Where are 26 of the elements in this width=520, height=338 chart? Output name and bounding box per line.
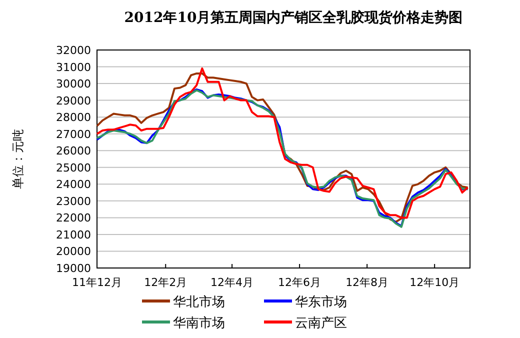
y-tick-label: 19000: [56, 262, 91, 275]
y-tick-label: 25000: [56, 161, 91, 174]
legend-label: 华北市场: [173, 295, 225, 310]
x-tick-label: 12年4月: [210, 276, 254, 289]
x-tick-label: 11年12月: [72, 276, 122, 289]
y-tick-label: 20000: [56, 245, 91, 258]
y-tick-label: 27000: [56, 128, 91, 141]
y-tick-label: 22000: [56, 212, 91, 225]
y-axis-title: 单位：元吨: [11, 129, 25, 189]
y-tick-label: 24000: [56, 178, 91, 192]
legend-label: 华东市场: [295, 295, 347, 310]
x-tick-label: 12年10月: [410, 276, 460, 289]
chart-title: 2012年10月第五周国内产销区全乳胶现货价格走势图: [124, 9, 463, 26]
y-tick-label: 26000: [56, 144, 91, 158]
x-tick-label: 12年6月: [278, 276, 322, 289]
x-tick-label: 12年2月: [144, 276, 188, 289]
y-tick-label: 29000: [56, 94, 91, 108]
y-tick-label: 32000: [56, 44, 91, 57]
y-tick-label: 28000: [56, 111, 91, 124]
legend-label: 云南产区: [295, 316, 347, 331]
legend-label: 华南市场: [173, 316, 225, 331]
x-tick-label: 12年8月: [346, 276, 389, 289]
y-tick-label: 23000: [56, 194, 91, 208]
y-tick-label: 31000: [56, 60, 91, 74]
y-tick-label: 21000: [56, 228, 91, 242]
y-tick-label: 30000: [56, 78, 91, 91]
